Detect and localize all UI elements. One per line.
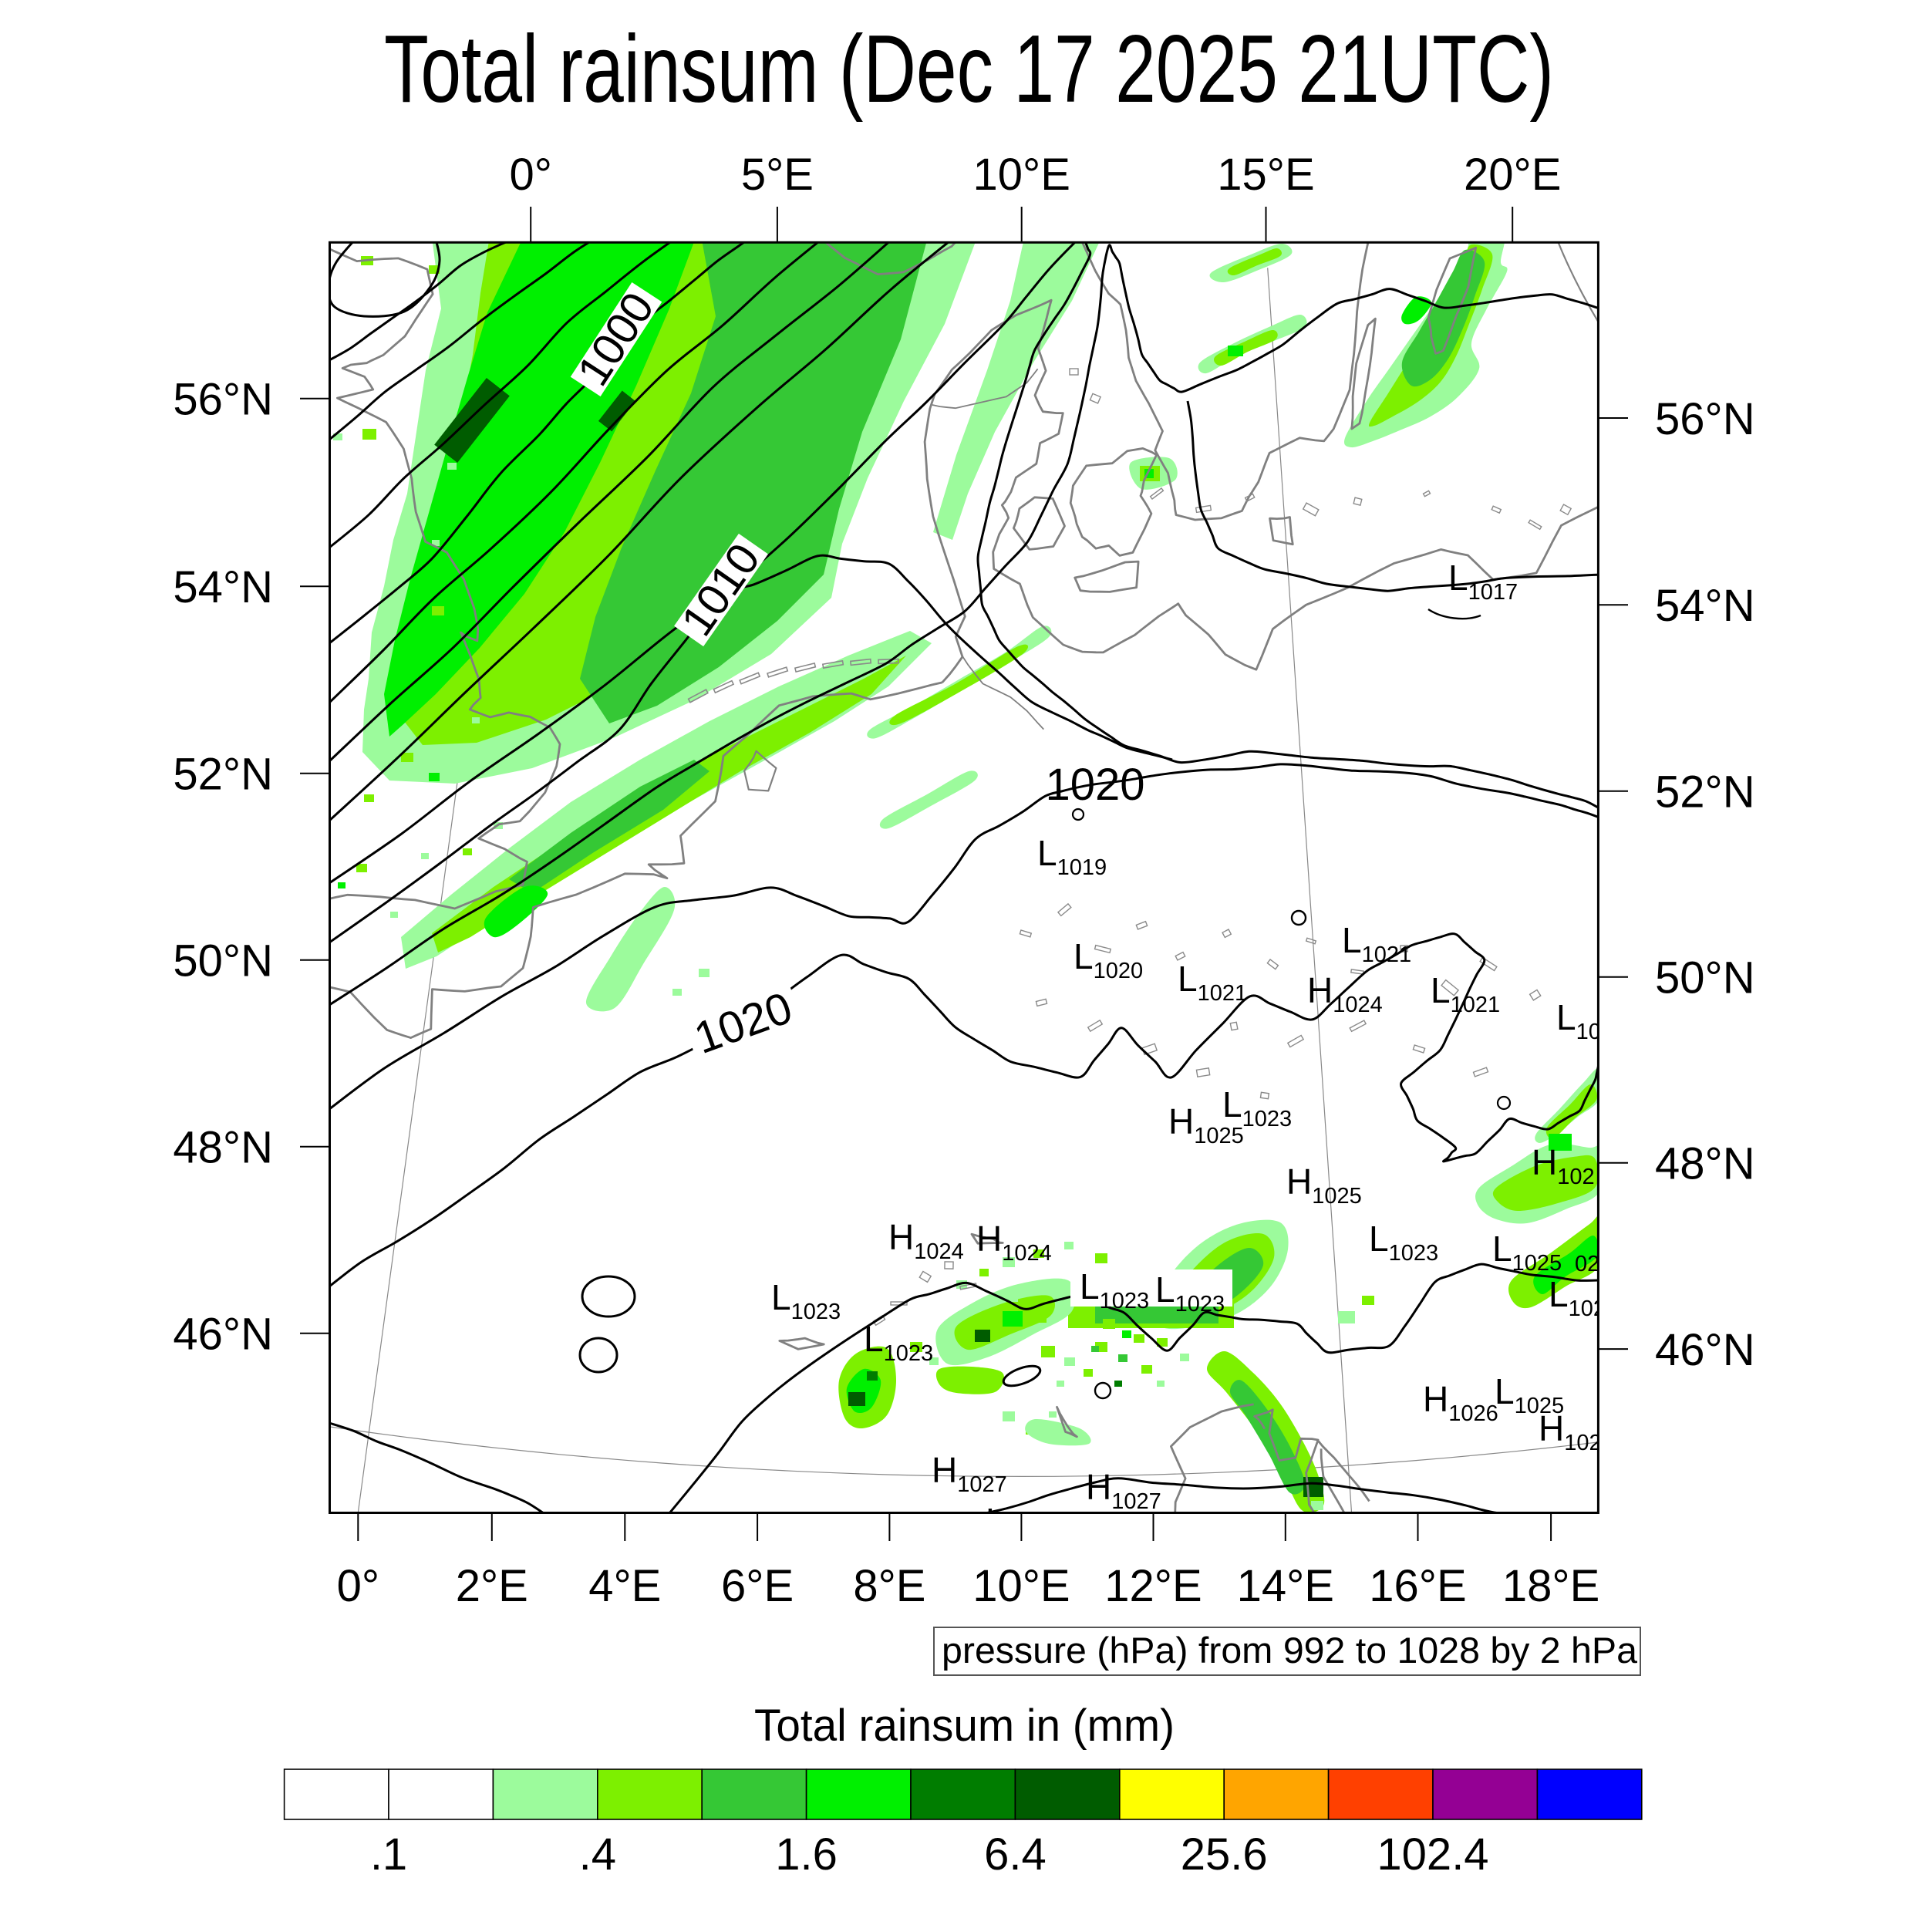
svg-text:15°E: 15°E xyxy=(1217,150,1314,200)
svg-text:52°N: 52°N xyxy=(1655,767,1755,818)
svg-text:4°E: 4°E xyxy=(588,1561,661,1611)
svg-text:16°E: 16°E xyxy=(1369,1561,1466,1611)
svg-text:02: 02 xyxy=(1575,1252,1599,1276)
svg-text:0°: 0° xyxy=(337,1561,379,1611)
svg-text:56°N: 56°N xyxy=(173,375,273,425)
svg-text:46°N: 46°N xyxy=(173,1310,273,1360)
svg-text:5°E: 5°E xyxy=(741,150,814,200)
svg-text:50°N: 50°N xyxy=(1655,953,1755,1003)
svg-text:2°E: 2°E xyxy=(456,1561,528,1611)
svg-text:48°N: 48°N xyxy=(173,1123,273,1173)
svg-text:L102: L102 xyxy=(1549,1274,1606,1321)
svg-text:102.4: 102.4 xyxy=(1377,1829,1488,1880)
svg-text:46°N: 46°N xyxy=(1655,1325,1755,1375)
svg-text:pressure (hPa) from 992 to 102: pressure (hPa) from 992 to 1028 by 2 hPa xyxy=(942,1630,1638,1671)
svg-text:18°E: 18°E xyxy=(1502,1561,1599,1611)
svg-text:Total rainsum (Dec 17 2025 21U: Total rainsum (Dec 17 2025 21UTC) xyxy=(384,16,1554,123)
svg-text:20°E: 20°E xyxy=(1464,150,1561,200)
svg-text:6°E: 6°E xyxy=(721,1561,794,1611)
svg-text:50°N: 50°N xyxy=(173,936,273,986)
svg-text:.4: .4 xyxy=(579,1829,616,1880)
svg-text:25.6: 25.6 xyxy=(1181,1829,1268,1880)
svg-text:14°E: 14°E xyxy=(1237,1561,1334,1611)
svg-text:Total rainsum in (mm): Total rainsum in (mm) xyxy=(754,1701,1175,1751)
svg-text:48°N: 48°N xyxy=(1655,1139,1755,1189)
svg-text:10°E: 10°E xyxy=(972,150,1070,200)
svg-text:10°E: 10°E xyxy=(972,1561,1070,1611)
svg-text:L1023: L1023 xyxy=(771,1277,841,1324)
svg-text:6.4: 6.4 xyxy=(984,1829,1047,1880)
svg-text:8°E: 8°E xyxy=(853,1561,925,1611)
svg-text:12°E: 12°E xyxy=(1104,1561,1202,1611)
svg-text:1.6: 1.6 xyxy=(775,1829,838,1880)
svg-text:56°N: 56°N xyxy=(1655,394,1755,444)
svg-text:.1: .1 xyxy=(370,1829,407,1880)
svg-text:54°N: 54°N xyxy=(173,562,273,612)
svg-text:0°: 0° xyxy=(509,150,551,200)
svg-text:54°N: 54°N xyxy=(1655,581,1755,631)
svg-text:1020: 1020 xyxy=(1045,760,1144,810)
svg-text:52°N: 52°N xyxy=(173,750,273,800)
